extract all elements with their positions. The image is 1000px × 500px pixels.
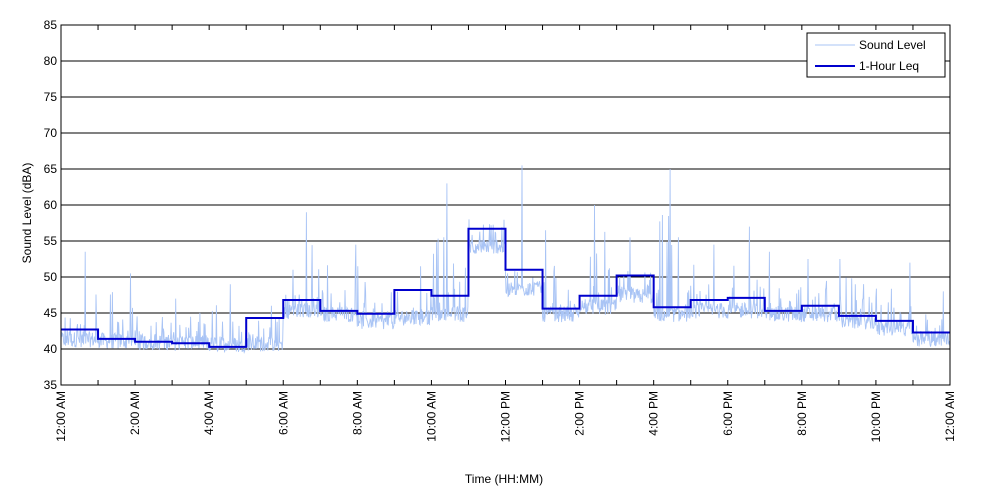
x-tick-labels: 12:00 AM 2:00 AM 4:00 AM 6:00 AM 8:00 AM 10:0… [54,391,957,442]
axes [60,24,951,386]
leq-series [61,227,950,348]
x-tick-label: 10:00 AM [424,391,438,442]
y-tick-label: 60 [44,198,58,212]
x-tick-label: 8:00 PM [795,391,809,436]
legend: Sound Level 1-Hour Leq [806,32,946,78]
x-tick-label: 10:00 PM [869,391,883,442]
legend-box [806,32,946,78]
y-tick-label: 45 [44,306,58,320]
y-tick-label: 75 [44,90,58,104]
x-tick-label: 4:00 PM [647,391,661,436]
legend-label-leq: 1-Hour Leq [859,59,919,73]
y-axis-label: Sound Level (dBA) [20,163,34,264]
x-tick-label: 12:00 AM [54,391,68,442]
y-tick-label: 70 [44,126,58,140]
y-tick-label: 65 [44,162,58,176]
y-tick-label: 40 [44,342,58,356]
leq-step-line [61,227,950,348]
y-tick-label: 80 [44,54,58,68]
x-axis-label: Time (HH:MM) [465,472,543,486]
x-tick-label: 12:00 PM [499,391,513,442]
x-tick-label: 6:00 PM [721,391,735,436]
y-tick-label: 35 [44,378,58,392]
x-tick-label: 2:00 PM [573,391,587,436]
x-tick-label: 4:00 AM [202,391,216,435]
x-tick-label: 2:00 AM [128,391,142,435]
y-tick-label: 50 [44,270,58,284]
y-tick-labels: 35 40 45 50 55 60 65 70 75 80 85 [44,18,58,392]
x-tick-label: 6:00 AM [276,391,290,435]
legend-label-sound-level: Sound Level [859,38,926,52]
x-tick-label: 8:00 AM [350,391,364,435]
y-tick-label: 85 [44,18,58,32]
x-tick-label: 12:00 AM [943,391,957,442]
y-tick-label: 55 [44,234,58,248]
